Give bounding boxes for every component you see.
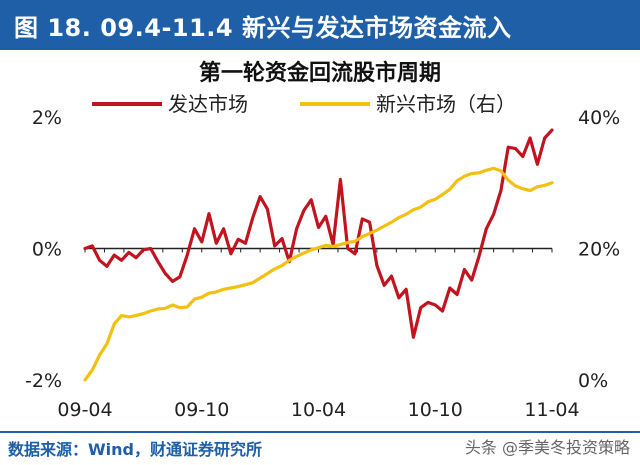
left-axis-tick-label: 0% <box>32 239 62 261</box>
right-axis-tick-label: 40% <box>578 107 620 129</box>
axes: 2% 0% -2% 40% 20% 0% 09-04 09-10 10-04 10-10 11-04 <box>25 107 620 421</box>
left-axis-tick-label: 2% <box>32 107 62 129</box>
series-line-emerging <box>83 166 554 382</box>
x-axis-tick-label: 10-04 <box>291 399 346 421</box>
right-axis-tick-label: 20% <box>578 239 620 261</box>
legend: 发达市场 新兴市场（右） <box>92 92 516 116</box>
header-bar: 图 18. 09.4-11.4 新兴与发达市场资金流入 <box>0 0 640 50</box>
x-axis-tick-label: 09-04 <box>57 399 112 421</box>
series-line-developed <box>83 128 554 339</box>
source-note: 数据来源：Wind，财通证券研究所 <box>8 440 262 459</box>
figure-title: 图 18. 09.4-11.4 新兴与发达市场资金流入 <box>14 13 512 42</box>
series-group <box>83 128 554 382</box>
watermark: 头条 @季美冬投资策略 <box>464 438 630 457</box>
x-axis-tick-label: 09-10 <box>174 399 229 421</box>
x-axis-tick-label: 11-04 <box>524 399 579 421</box>
line-chart: 第一轮资金回流股市周期 发达市场 新兴市场（右） 2% 0% -2% 40% 20% 0%… <box>25 60 620 421</box>
chart-area: 第一轮资金回流股市周期 发达市场 新兴市场（右） 2% 0% -2% 40% 20% 0%… <box>0 52 640 430</box>
right-axis-tick-label: 0% <box>578 370 608 392</box>
chart-title: 第一轮资金回流股市周期 <box>199 60 441 86</box>
footer-divider <box>0 431 640 433</box>
legend-label-emerging: 新兴市场（右） <box>376 92 516 116</box>
left-axis-tick-label: -2% <box>25 370 62 392</box>
legend-label-developed: 发达市场 <box>168 92 248 116</box>
x-axis-tick-label: 10-10 <box>408 399 463 421</box>
